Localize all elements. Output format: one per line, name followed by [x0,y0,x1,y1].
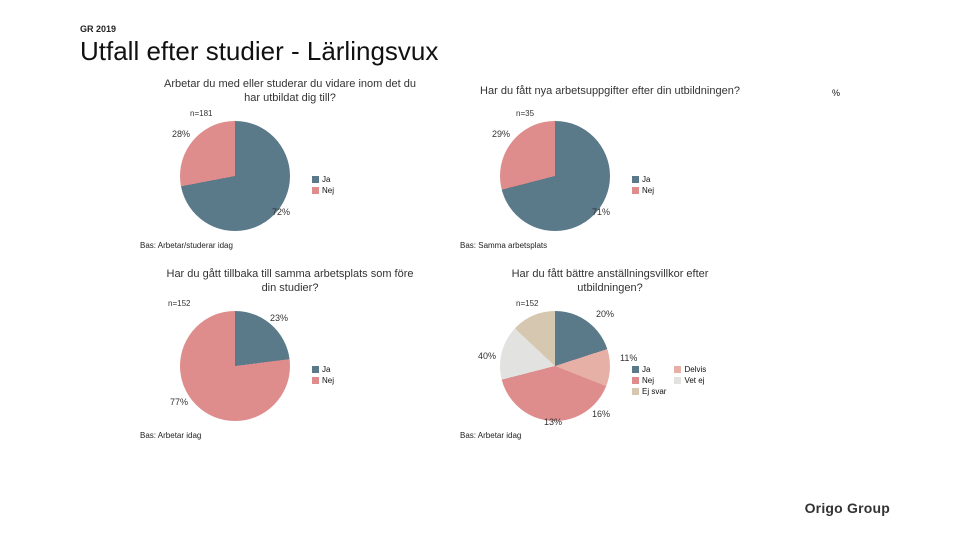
legend-item: Ej svar [632,387,666,396]
legend-swatch [674,377,681,384]
panel-2-pie [180,311,290,421]
slice-label: 29% [492,129,510,139]
legend-item: Delvis [674,365,706,374]
panel-3-legend: Ja Delvis Nej Vet ej Ej svar [632,365,706,398]
legend-label: Vet ej [684,376,704,385]
slice-label: 71% [592,207,610,217]
panel-3-pie [500,311,610,421]
legend-item: Nej [312,376,334,385]
legend-label: Nej [322,376,334,385]
legend-label: Nej [642,186,654,195]
legend-item: Ja [632,175,654,184]
panel-1-title: Har du fått nya arbetsuppgifter efter di… [460,75,760,109]
legend-item: Ja [312,365,334,374]
panel-3-title: Har du fått bättre anställningsvillkor e… [460,265,760,299]
legend-swatch [674,366,681,373]
panel-2-pie-wrap: 23% 77% [170,301,300,431]
legend-label: Ja [322,365,330,374]
slice-label: 16% [592,409,610,419]
slice-label: 11% [620,353,637,363]
legend-swatch [312,187,319,194]
panel-3-pie-wrap: 20%11%40%16%13% [490,301,620,431]
panel-2: Har du gått tillbaka till samma arbetspl… [140,265,440,455]
panel-2-title: Har du gått tillbaka till samma arbetspl… [140,265,440,299]
legend-item: Nej [632,186,654,195]
panel-3-base: Bas: Arbetar idag [460,431,760,440]
legend-item: Ja [312,175,334,184]
panel-1-pie-wrap: 71% 29% [490,111,620,241]
panel-1-base: Bas: Samma arbetsplats [460,241,760,250]
legend-swatch [632,366,639,373]
slice-label: 72% [272,207,290,217]
slice-label: 13% [544,417,562,427]
panel-2-base: Bas: Arbetar idag [140,431,440,440]
legend-label: Ja [642,175,650,184]
legend-label: Nej [322,186,334,195]
legend-item: Nej [632,376,666,385]
panel-0-legend: Ja Nej [312,175,334,197]
legend-label: Ja [642,365,650,374]
panel-1-legend: Ja Nej [632,175,654,197]
legend-item: Ja [632,365,666,374]
legend-label: Ej svar [642,387,666,396]
legend-swatch [632,377,639,384]
panel-1: Har du fått nya arbetsuppgifter efter di… [460,75,760,265]
footer-logo: Origo Group [805,500,890,516]
panel-0-title: Arbetar du med eller studerar du vidare … [140,75,440,109]
unit-label: % [832,88,840,98]
legend-swatch [312,377,319,384]
chart-grid: Arbetar du med eller studerar du vidare … [140,75,890,455]
legend-swatch [312,366,319,373]
slice-label: 23% [270,313,288,323]
legend-label: Ja [322,175,330,184]
legend-swatch [632,388,639,395]
page-title: Utfall efter studier - Lärlingsvux [80,36,890,67]
legend-swatch [632,176,639,183]
legend-swatch [632,187,639,194]
slide: GR 2019 Utfall efter studier - Lärlingsv… [0,0,960,540]
legend-label: Nej [642,376,654,385]
legend-item: Nej [312,186,334,195]
slice-label: 28% [172,129,190,139]
slice-label: 77% [170,397,188,407]
panel-2-legend: Ja Nej [312,365,334,387]
slice-label: 40% [478,351,496,361]
slice-label: 20% [596,309,614,319]
legend-item: Vet ej [674,376,706,385]
panel-0-base: Bas: Arbetar/studerar idag [140,241,440,250]
pretitle: GR 2019 [80,24,890,34]
legend-swatch [312,176,319,183]
panel-3: Har du fått bättre anställningsvillkor e… [460,265,760,455]
panel-0: Arbetar du med eller studerar du vidare … [140,75,440,265]
panel-0-pie-wrap: 72% 28% [170,111,300,241]
legend-label: Delvis [684,365,706,374]
